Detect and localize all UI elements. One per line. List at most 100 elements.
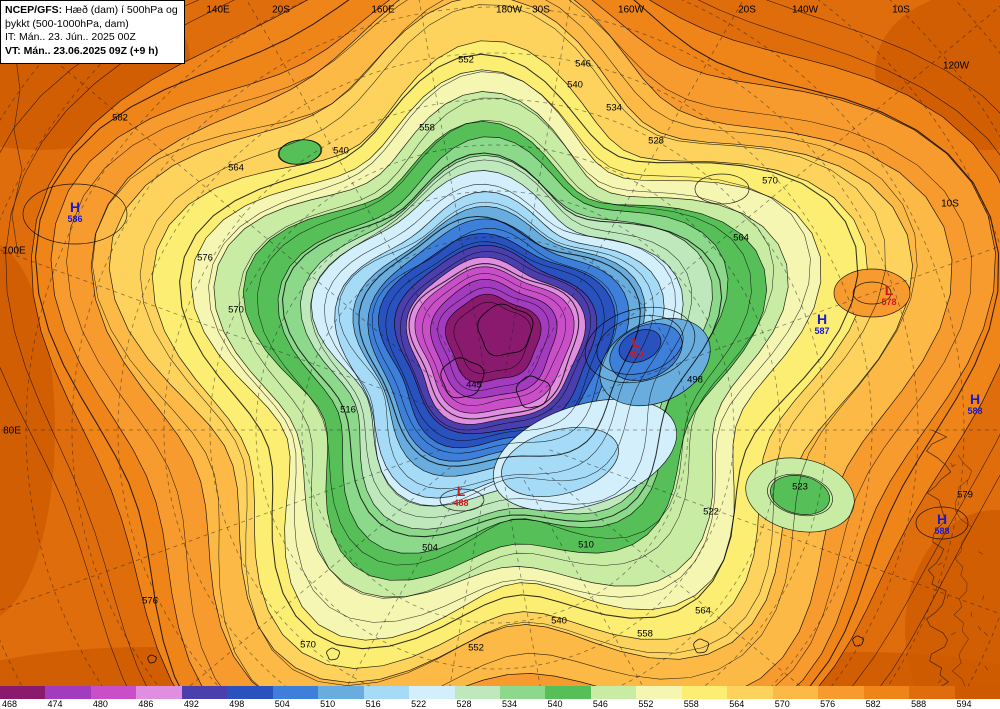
legend-cell	[90, 686, 137, 699]
height-contour	[422, 273, 567, 406]
meridian-line	[0, 449, 441, 611]
terrain-hachure	[937, 562, 943, 566]
title-rest: Hæð (dam) í 500hPa og	[62, 4, 178, 16]
closed-contour	[767, 473, 833, 517]
legend-value: 552	[638, 699, 654, 709]
height-contour	[0, 0, 1000, 686]
height-contour	[310, 159, 692, 518]
closed-contour	[22, 183, 128, 245]
legend-cell	[909, 686, 955, 699]
legend-cell	[681, 686, 728, 699]
terrain-hachure	[982, 595, 985, 601]
legend-value: 522	[411, 699, 427, 709]
legend-color-band	[0, 686, 1000, 699]
legend-cell	[772, 686, 819, 699]
closed-contour	[439, 488, 485, 512]
antarctic-coast	[515, 375, 551, 409]
terrain-ridge	[951, 454, 973, 686]
coastline-left	[11, 57, 23, 256]
meridian-line	[346, 480, 467, 686]
legend-value: 468	[2, 699, 18, 709]
legend-cell	[45, 686, 91, 699]
meridian-line	[549, 449, 1000, 615]
legend-cell	[499, 686, 546, 699]
legend-cell	[818, 686, 864, 699]
meridian-line	[539, 5, 1000, 394]
legend-value: 480	[92, 699, 108, 709]
antarctic-coast	[440, 357, 485, 399]
height-contour	[324, 183, 676, 507]
closed-contour	[852, 281, 892, 305]
terrain-hachure	[938, 679, 942, 684]
closed-contour	[596, 315, 684, 375]
legend-cell	[181, 686, 228, 699]
map-area	[0, 0, 1000, 686]
init-time: IT: Mán.. 23. Jún.. 2025 00Z	[5, 31, 136, 44]
closed-contour	[694, 173, 750, 205]
height-contour	[453, 301, 532, 374]
latitude-circle	[71, 6, 919, 686]
legend-cell	[954, 686, 1000, 699]
thickness-band	[445, 293, 542, 383]
meridian-line	[418, 0, 486, 373]
legend-value: 576	[820, 699, 836, 709]
island-outline	[326, 647, 340, 661]
meridian-line	[0, 249, 441, 411]
legend-value-row: 468 474 480 486 492 498 504 510 516 522 528 534 540 5…	[0, 699, 1000, 709]
closed-contour	[278, 139, 322, 165]
legend-cell	[727, 686, 773, 699]
legend-value: 558	[683, 699, 699, 709]
meridian-line	[504, 487, 541, 686]
legend-value: 594	[956, 699, 972, 709]
terrain-hachure	[983, 631, 988, 636]
legend-value: 588	[911, 699, 927, 709]
legend-value: 492	[183, 699, 199, 709]
height-contour	[208, 71, 811, 623]
legend-cell	[272, 686, 319, 699]
meridian-line	[523, 0, 744, 380]
height-contour	[238, 97, 775, 599]
meridian-line	[246, 0, 467, 380]
island-outline	[852, 635, 864, 647]
island-outline	[693, 638, 710, 654]
terrain-hachure	[951, 631, 956, 636]
height-contour	[408, 263, 580, 420]
local-cell	[770, 475, 830, 515]
height-contour	[179, 53, 859, 650]
meridian-line	[539, 466, 801, 686]
meridian-line	[0, 14, 451, 394]
legend-cell	[454, 686, 500, 699]
legend-value: 540	[547, 699, 563, 709]
height-contour	[371, 228, 618, 454]
legend-cell	[0, 686, 46, 699]
legend-cell	[545, 686, 591, 699]
meridian-line	[504, 0, 572, 373]
legend-cell	[318, 686, 364, 699]
legend-value: 534	[501, 699, 518, 709]
local-cell	[618, 329, 662, 363]
terrain-hachure	[950, 462, 954, 468]
legend-cell	[863, 686, 910, 699]
legend-cell	[363, 686, 410, 699]
terrain-hachure	[940, 580, 942, 586]
meridian-line	[189, 466, 451, 686]
legend-value: 528	[456, 699, 472, 709]
terrain-hachure	[978, 551, 983, 555]
height-contour	[257, 120, 752, 566]
meridian-line	[549, 245, 1000, 411]
island-outline	[147, 654, 157, 664]
legend-value: 582	[865, 699, 881, 709]
legend-value: 504	[274, 699, 290, 709]
height-contour	[358, 215, 641, 467]
legend-cell	[227, 686, 273, 699]
legend-value: 546	[592, 699, 608, 709]
latitude-circle	[117, 52, 873, 686]
legend-value: 570	[774, 699, 790, 709]
legend: 468 474 480 486 492 498 504 510 516 522 528 534 540 5…	[0, 686, 1000, 709]
legend-cell	[590, 686, 637, 699]
legend-value: 516	[365, 699, 381, 709]
latitude-circle	[301, 236, 689, 624]
legend-value: 564	[729, 699, 745, 709]
height-contour	[66, 0, 972, 686]
height-contour	[5, 0, 1000, 686]
